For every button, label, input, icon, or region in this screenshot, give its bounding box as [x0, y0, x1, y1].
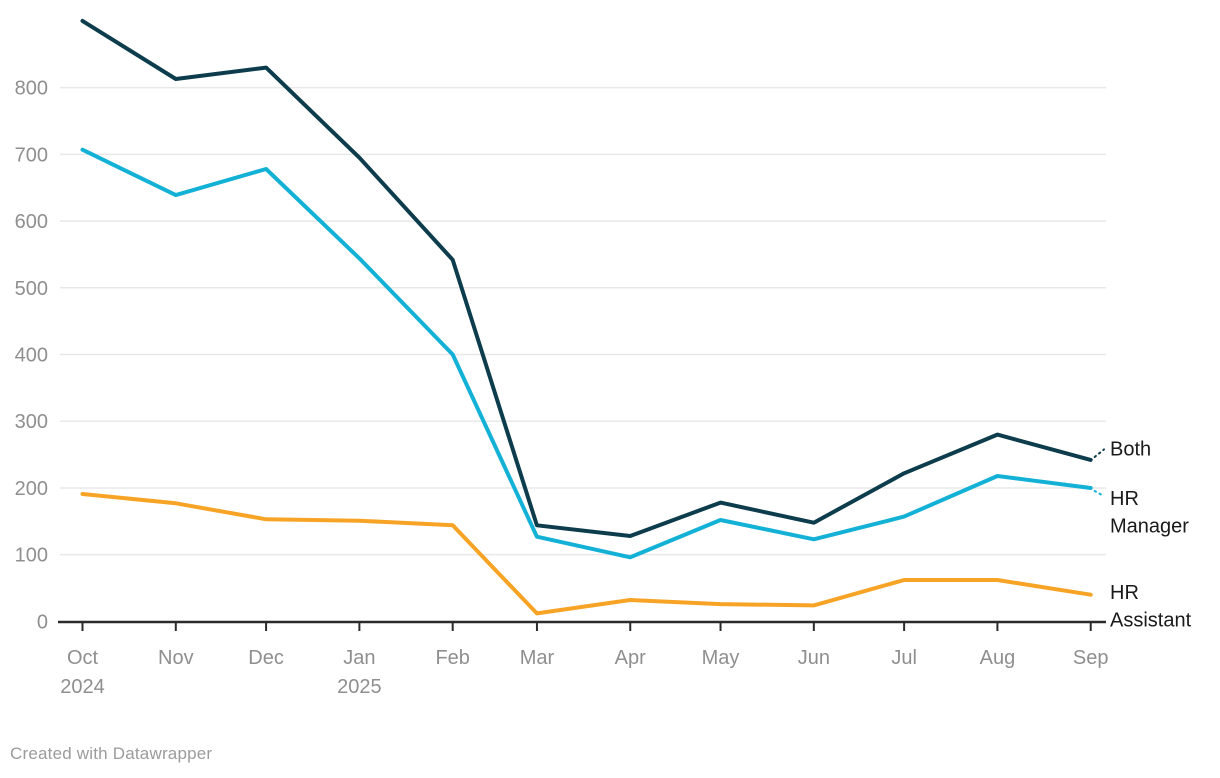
x-axis-month-label: Oct — [67, 647, 99, 669]
x-axis-month-label: Dec — [248, 647, 284, 669]
y-axis-tick-label: 300 — [15, 411, 48, 433]
y-axis-tick-label: 500 — [15, 278, 48, 300]
x-axis-month-label: Mar — [520, 647, 555, 669]
y-axis-tick-label: 0 — [37, 611, 48, 633]
x-axis-month-label: May — [702, 647, 740, 669]
label-connector — [1093, 448, 1105, 458]
series-end-label-hr-assistant: HR — [1110, 582, 1139, 604]
datawrapper-attribution-link[interactable]: Created with Datawrapper — [10, 744, 213, 763]
x-axis-month-label: Aug — [980, 647, 1016, 669]
series-end-label-hr-assistant: Assistant — [1110, 609, 1192, 631]
x-axis-month-label: Jan — [343, 647, 375, 669]
x-axis-month-label: Sep — [1073, 647, 1109, 669]
series-line-both[interactable] — [80, 18, 1093, 538]
y-axis-tick-label: 200 — [15, 478, 48, 500]
x-axis-year-label: 2025 — [337, 676, 382, 698]
x-axis-month-label: Jun — [798, 647, 830, 669]
y-axis-tick-label: 100 — [15, 545, 48, 567]
x-axis-year-label: 2024 — [60, 676, 105, 698]
series-line-hr-assistant[interactable] — [80, 492, 1093, 616]
x-axis-month-label: Feb — [435, 647, 469, 669]
y-axis-tick-label: 600 — [15, 211, 48, 233]
series-end-label-hr-manager: Manager — [1110, 516, 1189, 538]
y-axis-tick-label: 400 — [15, 345, 48, 367]
label-connector — [1093, 489, 1105, 498]
series-end-label-both: Both — [1110, 438, 1151, 460]
y-axis-tick-label: 800 — [15, 78, 48, 100]
series-line-hr-manager[interactable] — [80, 147, 1093, 560]
series-end-label-hr-manager: HR — [1110, 488, 1139, 510]
y-axis-tick-label: 700 — [15, 144, 48, 166]
x-axis-month-label: Jul — [891, 647, 917, 669]
x-axis-month-label: Nov — [158, 647, 194, 669]
x-axis-month-label: Apr — [615, 647, 646, 669]
